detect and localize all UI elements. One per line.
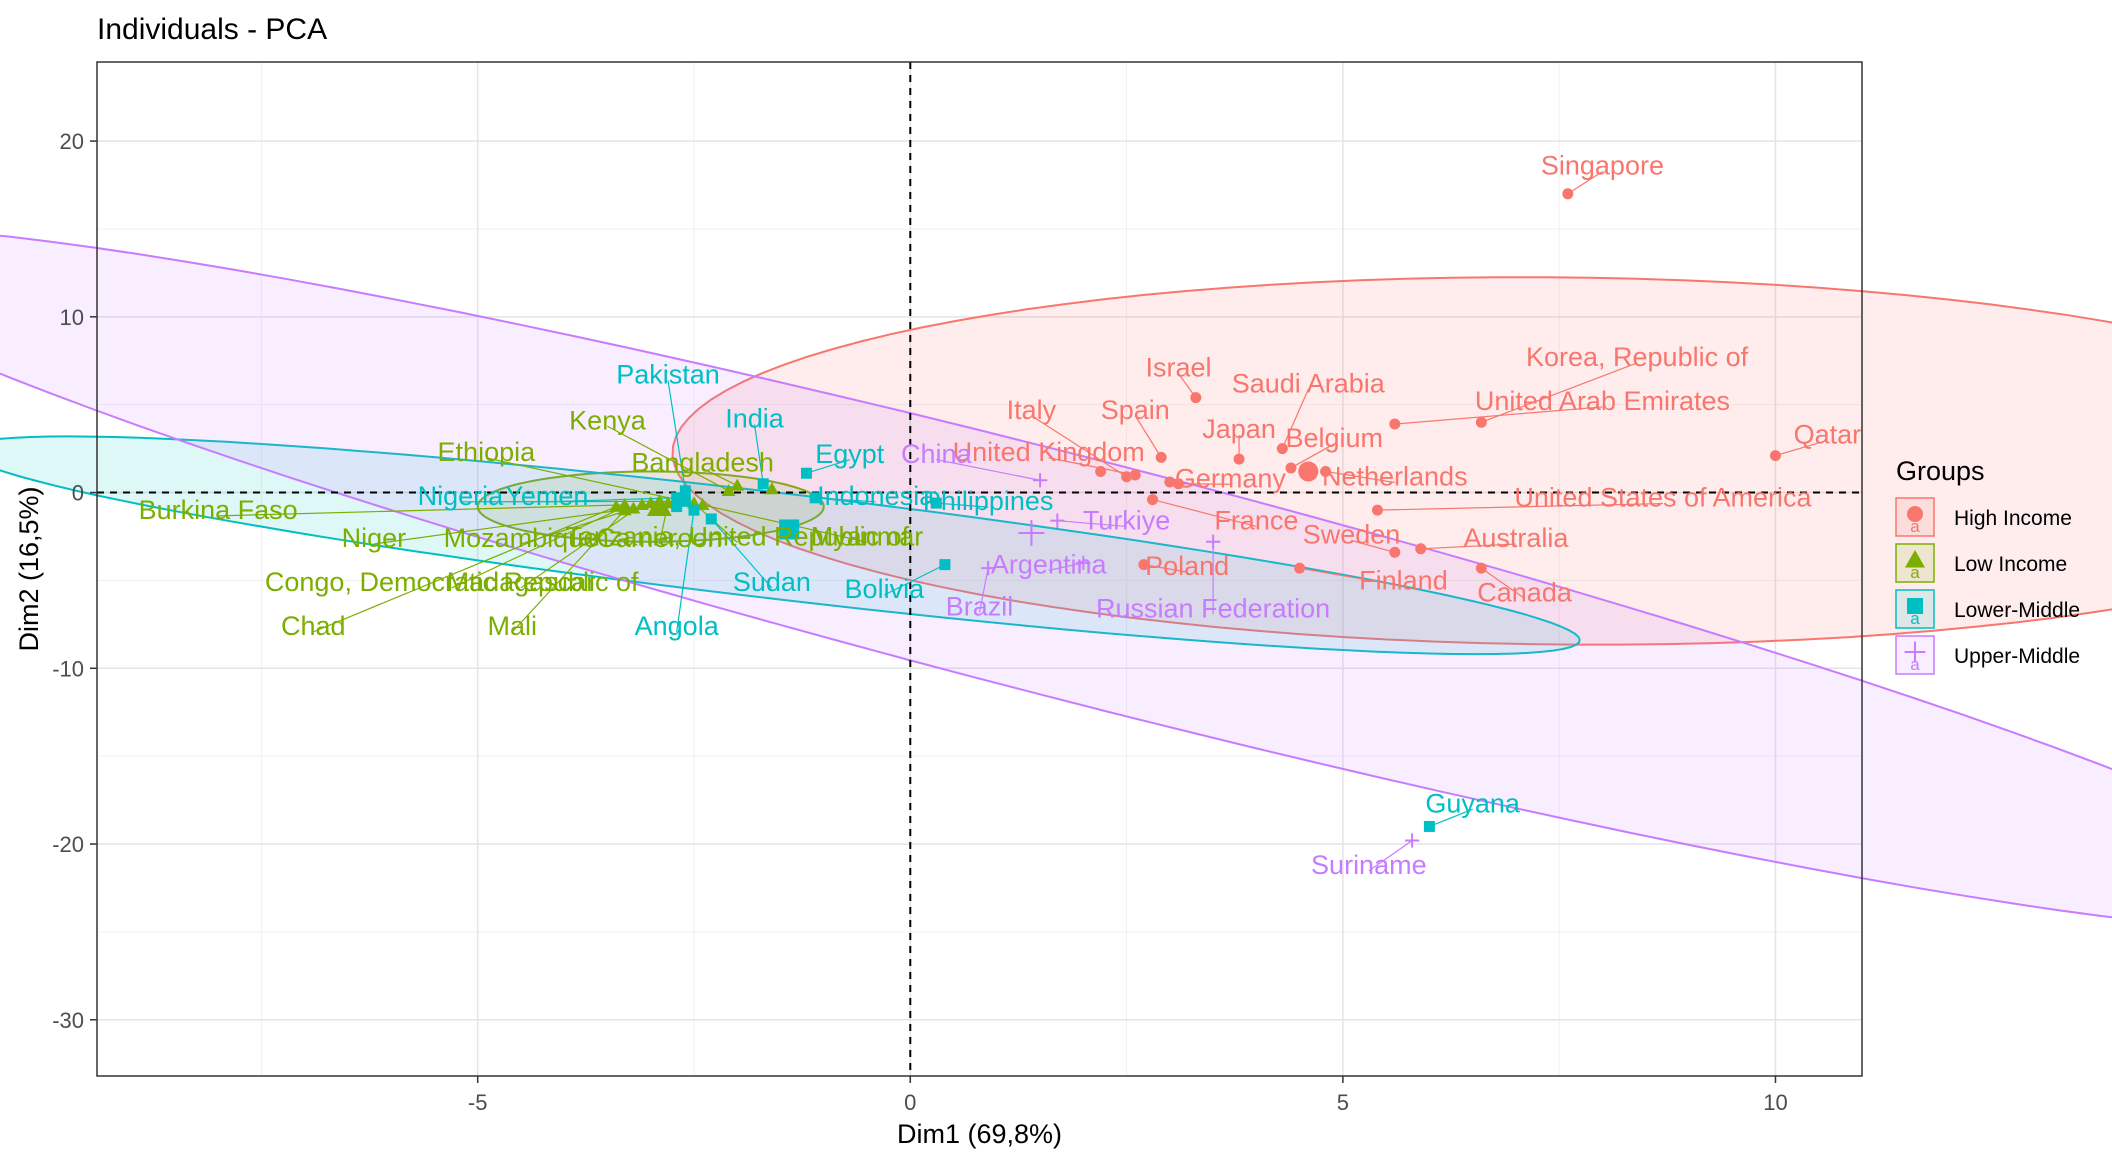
data-point: [1156, 452, 1167, 463]
data-point: [671, 501, 682, 512]
point-label: Cameroon: [596, 523, 722, 553]
point-label: Singapore: [1541, 151, 1664, 181]
group-centroid: [1298, 461, 1318, 481]
y-tick-label: 20: [60, 129, 84, 154]
point-label: Indonesia: [817, 481, 935, 511]
point-label: Spain: [1101, 395, 1170, 425]
point-label: Italy: [1007, 395, 1057, 425]
x-axis-title: Dim1 (69,8%): [897, 1119, 1062, 1149]
data-point: [1130, 469, 1141, 480]
point-label: Canada: [1477, 578, 1573, 608]
data-point: [939, 559, 950, 570]
data-point: [801, 468, 812, 479]
data-point: [1389, 419, 1400, 430]
point-label: Germany: [1175, 463, 1287, 493]
y-tick-label: -20: [52, 832, 84, 857]
point-label: Suriname: [1311, 850, 1427, 880]
data-point: [1476, 563, 1487, 574]
data-point: [1770, 450, 1781, 461]
data-point: [1415, 543, 1426, 554]
point-label: Mali: [488, 611, 538, 641]
data-point: [758, 478, 769, 489]
point-label: Saudi Arabia: [1232, 368, 1386, 398]
point-label: Philippines: [923, 486, 1054, 516]
point-label: Nigeria: [418, 481, 505, 511]
data-point: [1562, 188, 1573, 199]
x-tick-label: 10: [1763, 1090, 1787, 1115]
chart-title: Individuals - PCA: [97, 13, 327, 46]
point-label: Burkina Faso: [139, 495, 298, 525]
point-label: Bolivia: [845, 574, 926, 604]
y-tick-label: -10: [52, 656, 84, 681]
point-label: Bangladesh: [631, 448, 774, 478]
data-point: [1190, 392, 1201, 403]
point-label: Myanmar: [811, 521, 924, 551]
point-label: Sudan: [733, 567, 811, 597]
point-label: Sweden: [1303, 520, 1401, 550]
legend-label: Low Income: [1954, 553, 2067, 576]
point-label: Korea, Republic of: [1526, 342, 1749, 372]
y-tick-label: 0: [72, 481, 84, 506]
y-tick-label: 10: [60, 305, 84, 330]
data-point: [688, 505, 699, 516]
point-label: Chad: [281, 611, 346, 641]
point-label: Qatar: [1794, 419, 1862, 449]
point-label: Finland: [1359, 565, 1448, 595]
x-tick-label: 0: [904, 1090, 916, 1115]
point-label: Argentina: [991, 549, 1108, 579]
point-label: Brazil: [946, 592, 1014, 622]
point-label: Pakistan: [616, 360, 720, 390]
data-point: [1372, 505, 1383, 516]
point-label: Angola: [635, 611, 720, 641]
legend-glyph: a: [1910, 517, 1920, 536]
point-label: United Kingdom: [953, 437, 1145, 467]
point-label: Madagascar: [447, 567, 596, 597]
legend-label: Lower-Middle: [1954, 599, 2080, 622]
legend-glyph: a: [1910, 563, 1920, 582]
point-label: Guyana: [1425, 788, 1521, 818]
data-point: [1424, 821, 1435, 832]
y-tick-label: -30: [52, 1008, 84, 1033]
data-point: [1147, 494, 1158, 505]
data-point: [1476, 417, 1487, 428]
legend-glyph: a: [1910, 655, 1920, 674]
point-label: Japan: [1202, 414, 1276, 444]
data-point: [1095, 466, 1106, 477]
legend-label: Upper-Middle: [1954, 645, 2080, 668]
point-label: Russian Federation: [1096, 593, 1330, 623]
data-point: [1164, 477, 1175, 488]
x-tick-label: 5: [1337, 1090, 1349, 1115]
point-label: Ethiopia: [438, 437, 537, 467]
point-label: Niger: [342, 523, 407, 553]
x-tick-label: -5: [468, 1090, 488, 1115]
point-label: Belgium: [1285, 423, 1383, 453]
point-label: United States of America: [1514, 483, 1812, 513]
point-label: Australia: [1463, 523, 1569, 553]
point-label: China: [901, 439, 973, 469]
point-label: Egypt: [815, 439, 885, 469]
data-point: [1294, 563, 1305, 574]
point-label: India: [725, 404, 785, 434]
legend-glyph: a: [1910, 609, 1920, 628]
y-axis-title: Dim2 (16,5%): [14, 486, 44, 651]
point-label: Yemen: [505, 481, 588, 511]
data-point: [1285, 462, 1296, 473]
point-label: Israel: [1145, 353, 1211, 383]
legend-label: High Income: [1954, 507, 2072, 530]
point-label: Netherlands: [1322, 462, 1468, 492]
point-label: Kenya: [569, 405, 647, 435]
legend-title: Groups: [1896, 456, 1985, 486]
point-label: United Arab Emirates: [1475, 386, 1730, 416]
point-label: Poland: [1145, 551, 1229, 581]
point-label: France: [1214, 506, 1298, 536]
point-label: Turkiye: [1083, 506, 1171, 536]
